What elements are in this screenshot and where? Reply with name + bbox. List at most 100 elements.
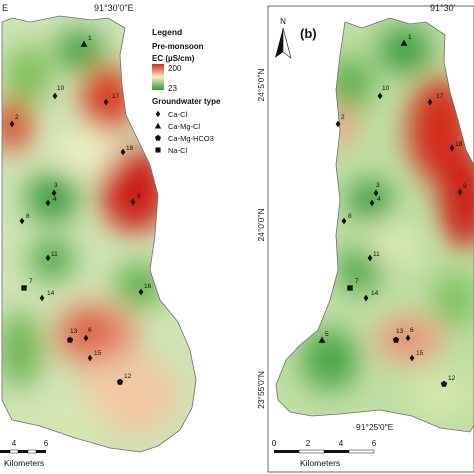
panel-b-scale-unit: Kilometers [300, 458, 340, 468]
legend: Legend Pre-monsoon EC (µS/cm) 200 23 Gro… [152, 27, 221, 155]
panel-b-well-7: 7 [347, 278, 359, 291]
legend-ec-low: 23 [168, 84, 177, 93]
panel-b-bottom-coord: 91°25'0"E [356, 422, 394, 432]
well-label: 3 [376, 182, 380, 189]
panel-a-well-18: 18 [120, 145, 134, 156]
diamond-icon [39, 294, 45, 302]
well-label: 4 [53, 196, 57, 203]
diamond-icon [449, 144, 455, 152]
well-label: 18 [126, 145, 134, 152]
well-label: 9 [463, 183, 467, 190]
well-label: 14 [47, 290, 55, 297]
well-label: 7 [355, 278, 359, 285]
well-label: 4 [377, 196, 381, 203]
svg-text:Ca-Mg-HCO3: Ca-Mg-HCO3 [168, 134, 214, 143]
panel-a-well-6: 6 [83, 327, 92, 342]
legend-ec-label: EC (µS/cm) [152, 54, 195, 63]
diamond-icon [373, 189, 379, 197]
triangle-icon [80, 40, 88, 47]
legend-color-ramp [152, 64, 164, 90]
panel-a-well-17: 17 [103, 93, 120, 106]
panel-a-top-coord: 91°30'0"E [94, 3, 134, 13]
diamond-icon [409, 354, 415, 362]
diamond-icon [9, 120, 15, 128]
diamond-icon [377, 92, 383, 100]
panel-b-well-8: 8 [341, 213, 352, 225]
panel-a-well-12: 12 [116, 373, 132, 385]
panel-b-top-coord: 91°30' [430, 3, 456, 13]
panel-b-lat-3: 23°55'0"N [256, 371, 266, 409]
panel-b-well-12: 12 [440, 375, 456, 387]
well-label: 17 [112, 93, 120, 100]
panel-a: E 91°30'0"E Legend Pre-monsoon EC (µS/cm… [0, 3, 221, 468]
panel-a-well-10: 10 [52, 85, 65, 100]
diamond-icon [83, 334, 89, 342]
well-label: 8 [348, 213, 352, 220]
legend-item-ca-mg-cl: Ca-Mg-Cl [154, 122, 200, 131]
square-icon [21, 285, 27, 291]
panel-a-scale-bar: 4 6 Kilometers [0, 439, 49, 468]
panel-b-well-2: 2 [335, 114, 345, 128]
well-label: 7 [29, 278, 33, 285]
diamond-icon [130, 198, 136, 206]
panel-b-well-9: 9 [457, 183, 467, 196]
well-label: 11 [51, 251, 58, 258]
panel-b-well-4: 4 [369, 196, 381, 207]
panel-a-surface [2, 16, 196, 452]
diamond-icon [19, 217, 25, 225]
triangle-icon [318, 336, 326, 343]
panel-b-surface [276, 18, 474, 432]
panel-b-scale-tick-2: 2 [306, 439, 311, 448]
legend-item-ca-mg-hco3: Ca-Mg-HCO3 [155, 134, 214, 143]
panel-b-well-1: 1 [400, 34, 412, 46]
north-label: N [280, 17, 286, 26]
well-label: 8 [26, 213, 30, 220]
well-label: 2 [341, 114, 345, 121]
panel-b-well-3: 3 [373, 182, 380, 197]
well-label: 15 [94, 350, 102, 357]
panel-b-scale-bar: 0 2 4 6 Kilometers [272, 439, 377, 468]
diamond-icon [457, 188, 463, 196]
panel-b-scale-tick-0: 0 [272, 439, 277, 448]
panel-b-well-13: 13 [392, 328, 404, 343]
well-label: 17 [436, 93, 444, 100]
legend-ec-high: 200 [168, 64, 182, 73]
panel-a-well-14: 14 [39, 290, 55, 302]
diamond-icon [335, 120, 341, 128]
pentagon-icon [440, 380, 448, 387]
well-label: 12 [448, 375, 456, 382]
diamond-icon [363, 294, 369, 302]
well-label: 12 [124, 373, 132, 380]
panel-b-scale-tick-4: 4 [339, 439, 344, 448]
well-label: 1 [88, 35, 92, 42]
panel-a-scale-tick-4: 4 [12, 439, 17, 448]
well-label: 1 [408, 34, 412, 41]
square-icon [155, 147, 161, 153]
diamond-icon [427, 98, 433, 106]
panel-a-scale-unit: Kilometers [4, 458, 44, 468]
well-label: 6 [410, 327, 414, 334]
panel-b-scale-tick-6: 6 [372, 439, 377, 448]
well-label: 18 [455, 141, 463, 148]
square-icon [347, 285, 353, 291]
panel-b-well-15: 15 [409, 350, 424, 362]
diamond-icon [45, 199, 51, 207]
diamond-icon [155, 110, 161, 118]
well-label: 14 [371, 290, 379, 297]
panel-a-well-9: 9 [130, 193, 141, 206]
diamond-icon [405, 334, 411, 342]
panel-b-well-17: 17 [427, 93, 444, 106]
panel-a-well-15: 15 [87, 350, 102, 362]
well-label: 5 [325, 331, 329, 338]
panel-b-label: (b) [300, 26, 317, 41]
diamond-icon [87, 354, 93, 362]
panel-a-well-1: 1 [80, 35, 92, 47]
svg-text:Na-Cl: Na-Cl [168, 146, 188, 155]
well-label: 16 [144, 283, 152, 290]
well-label: 15 [416, 350, 424, 357]
well-label: 11 [373, 251, 380, 258]
diamond-icon [369, 199, 375, 207]
diamond-icon [51, 189, 57, 197]
